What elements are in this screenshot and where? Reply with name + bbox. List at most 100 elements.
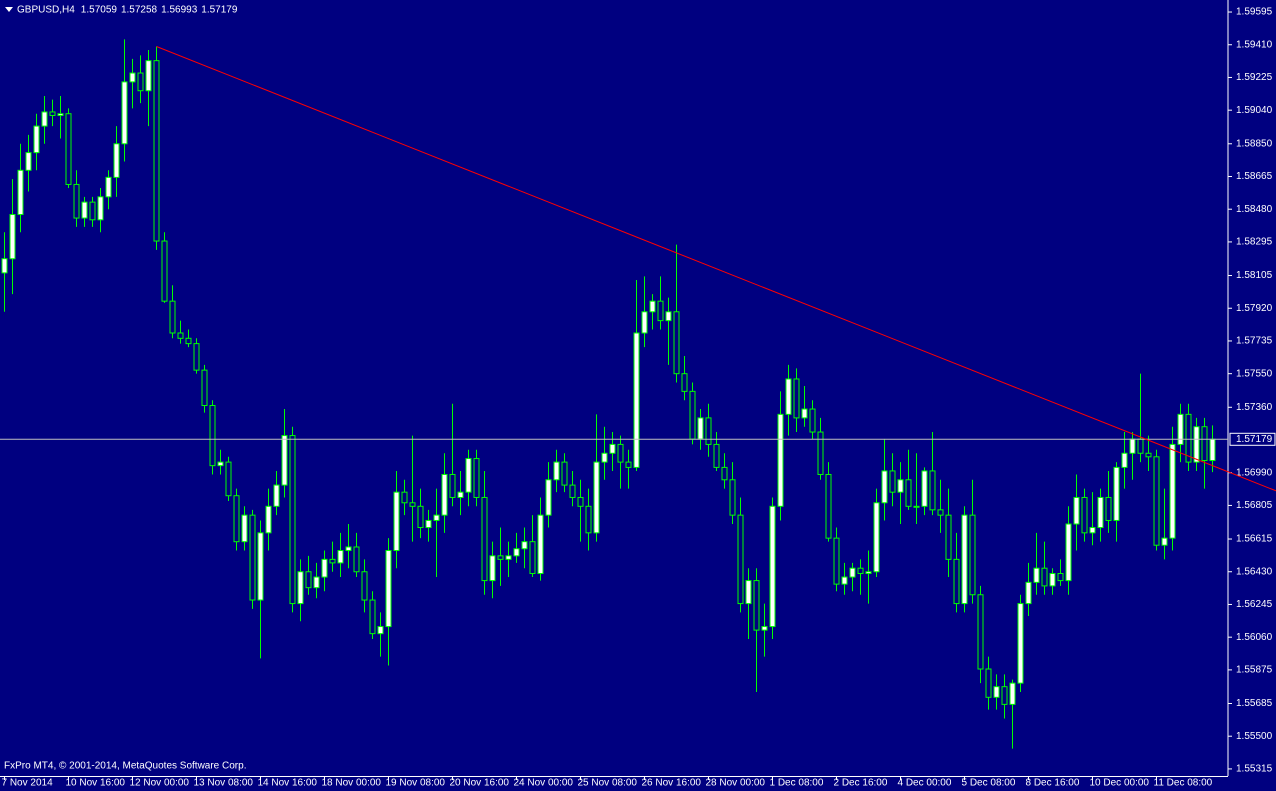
- candle-body: [41, 111, 48, 127]
- candle-body: [985, 668, 992, 698]
- candle-body: [937, 509, 944, 516]
- x-tick-label: 10 Nov 16:00: [66, 778, 126, 789]
- y-tick-label: 1.55685: [1236, 698, 1273, 709]
- y-tick-label: 1.57920: [1236, 303, 1273, 314]
- candle-body: [433, 514, 440, 521]
- candle-body: [1033, 567, 1040, 583]
- y-tick-label: 1.59040: [1236, 105, 1273, 116]
- x-tick-label: 11 Dec 08:00: [1154, 778, 1213, 789]
- candle-body: [729, 479, 736, 516]
- y-tick-label: 1.56990: [1236, 467, 1273, 478]
- candle-body: [681, 373, 688, 392]
- candle-body: [265, 505, 272, 534]
- candle-body: [25, 152, 32, 171]
- candle-body: [481, 496, 488, 582]
- candle-body: [913, 505, 920, 508]
- x-tick-label: 18 Nov 00:00: [322, 778, 382, 789]
- current-price-box: [1229, 432, 1276, 446]
- chart-title: GBPUSD,H4: [17, 5, 75, 16]
- candle-body: [641, 311, 648, 334]
- header-value: 1.57258: [121, 5, 158, 16]
- candle-body: [633, 332, 640, 468]
- candle-body: [289, 435, 296, 605]
- y-tick-label: 1.58850: [1236, 138, 1273, 149]
- trendline-extension: [1212, 465, 1276, 492]
- candle-body: [233, 495, 240, 543]
- candle-body: [345, 546, 352, 552]
- candle-body: [89, 201, 96, 221]
- x-tick-label: 14 Nov 16:00: [258, 778, 318, 789]
- y-tick-label: 1.55500: [1236, 731, 1273, 742]
- current-price-label: 1.57179: [1236, 434, 1273, 445]
- candle-body: [449, 473, 456, 498]
- candle-body: [217, 461, 224, 467]
- candle-body: [1081, 496, 1088, 534]
- candle-body: [65, 113, 72, 185]
- candle-body: [545, 479, 552, 516]
- candle-body: [313, 576, 320, 589]
- y-tick-label: 1.57360: [1236, 402, 1273, 413]
- candle-body: [529, 541, 536, 575]
- candle-body: [705, 417, 712, 445]
- candle-body: [145, 60, 152, 92]
- candle-body: [257, 532, 264, 601]
- header-value: 1.56993: [161, 5, 198, 16]
- candle-body: [169, 300, 176, 334]
- candle-body: [409, 502, 416, 507]
- candle-body: [161, 240, 168, 302]
- y-tick-label: 1.57550: [1236, 368, 1273, 379]
- candle-body: [1137, 438, 1144, 454]
- candle-body: [889, 470, 896, 493]
- x-tick-label: 19 Nov 08:00: [386, 778, 446, 789]
- candle-body: [113, 143, 120, 178]
- candle-body: [1065, 523, 1072, 582]
- candle-body: [305, 571, 312, 589]
- header-value: 1.57059: [81, 5, 118, 16]
- x-tick-label: 26 Nov 16:00: [642, 778, 702, 789]
- candle-body: [825, 473, 832, 539]
- y-tick-label: 1.56805: [1236, 500, 1273, 511]
- candle-body: [905, 479, 912, 507]
- candle-body: [561, 461, 568, 486]
- candle-body: [521, 541, 528, 550]
- candle-body: [425, 519, 432, 529]
- candle-body: [401, 491, 408, 504]
- candle-body: [601, 452, 608, 463]
- candle-body: [353, 546, 360, 573]
- candle-body: [857, 567, 864, 575]
- y-tick-label: 1.58480: [1236, 204, 1273, 215]
- candle-body: [249, 514, 256, 601]
- candle-body: [49, 111, 56, 116]
- x-tick-label: 7 Nov 2014: [2, 778, 54, 789]
- candle-body: [945, 514, 952, 560]
- candle-body: [849, 567, 856, 578]
- x-tick-label: 8 Dec 16:00: [1026, 778, 1080, 789]
- candle-body: [201, 369, 208, 407]
- y-tick-label: 1.56245: [1236, 599, 1273, 610]
- candle-body: [441, 473, 448, 516]
- candle-body: [649, 300, 656, 313]
- candle-body: [1209, 438, 1216, 462]
- candle-body: [393, 491, 400, 552]
- menu-arrow[interactable]: [5, 7, 13, 12]
- candle-body: [1129, 438, 1136, 454]
- candle-body: [273, 484, 280, 507]
- candle-body: [33, 125, 40, 154]
- x-tick-label: 24 Nov 00:00: [514, 778, 574, 789]
- candle-body: [785, 378, 792, 415]
- candle-body: [609, 443, 616, 454]
- candle-body: [689, 390, 696, 440]
- y-tick-label: 1.56430: [1236, 566, 1273, 577]
- candle-body: [17, 169, 24, 216]
- candle-body: [1177, 413, 1184, 445]
- y-tick-label: 1.58295: [1236, 237, 1273, 248]
- footer: FxPro MT4, © 2001-2014, MetaQuotes Softw…: [4, 761, 246, 772]
- candle-body: [225, 461, 232, 497]
- candle-body: [737, 514, 744, 605]
- candle-body: [801, 408, 808, 419]
- y-tick-label: 1.59225: [1236, 72, 1273, 83]
- candle-body: [457, 491, 464, 498]
- candle-body: [81, 201, 88, 219]
- candle-body: [193, 343, 200, 371]
- candle-body: [1201, 426, 1208, 462]
